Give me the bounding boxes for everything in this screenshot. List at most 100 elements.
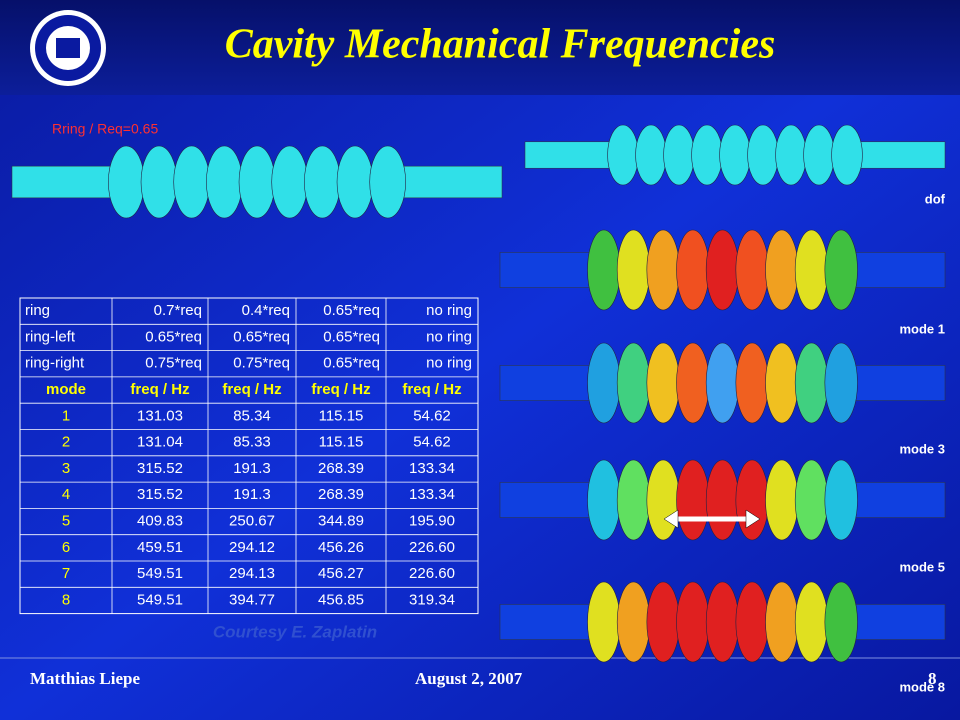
table-cell: 226.60 xyxy=(409,565,455,582)
table-cell: freq / Hz xyxy=(130,381,189,398)
mode-label: mode 8 xyxy=(899,679,945,694)
cell xyxy=(173,145,210,219)
table-cell: mode xyxy=(46,381,86,398)
credit: Courtesy E. Zaplatin xyxy=(213,622,377,641)
table-cell: 191.3 xyxy=(233,460,271,477)
cell xyxy=(747,124,779,186)
cell xyxy=(271,145,308,219)
cell xyxy=(824,459,858,541)
table-cell: 0.65*req xyxy=(323,302,380,319)
cell xyxy=(587,229,621,311)
table-cell: 294.13 xyxy=(229,565,275,582)
cell xyxy=(735,459,769,541)
mode-label: mode 5 xyxy=(899,559,945,574)
table-cell: 54.62 xyxy=(413,407,451,424)
table-cell: 315.52 xyxy=(137,460,183,477)
cell xyxy=(803,124,835,186)
cell xyxy=(238,145,276,219)
table-cell: 5 xyxy=(62,513,70,530)
annotation: Rring / Req=0.65 xyxy=(52,121,158,137)
table-cell: 315.52 xyxy=(137,486,183,503)
cell xyxy=(824,229,858,311)
cell xyxy=(824,342,858,424)
cell xyxy=(735,581,769,663)
table-cell: 459.51 xyxy=(137,539,183,556)
cell xyxy=(663,124,695,186)
table-cell: 133.34 xyxy=(409,460,455,477)
cavity-image xyxy=(499,342,946,424)
table-cell: freq / Hz xyxy=(222,381,281,398)
table-cell: 549.51 xyxy=(137,591,183,608)
table-cell: 4 xyxy=(62,486,70,503)
table-cell: 0.7*req xyxy=(154,302,202,319)
cavity-image xyxy=(499,229,946,311)
cell xyxy=(765,581,799,663)
table-cell: 226.60 xyxy=(409,539,455,556)
cell xyxy=(794,342,829,424)
footer-author: Matthias Liepe xyxy=(30,669,140,688)
table-cell: 344.89 xyxy=(318,513,364,530)
table-cell: ring xyxy=(25,302,50,319)
cell xyxy=(607,124,639,186)
cell xyxy=(719,124,751,186)
cell xyxy=(676,342,710,424)
cell xyxy=(735,229,769,311)
table-cell: 131.03 xyxy=(137,407,183,424)
table-cell: 394.77 xyxy=(229,591,275,608)
mode-label: dof xyxy=(925,191,946,206)
cell xyxy=(831,124,863,186)
arrowheads xyxy=(663,509,761,529)
table-cell: no ring xyxy=(426,302,472,319)
mode-label: mode 3 xyxy=(899,441,945,456)
table-cell: 319.34 xyxy=(409,591,455,608)
cavity-image xyxy=(499,581,946,663)
table-cell: 250.67 xyxy=(229,513,275,530)
cell xyxy=(616,581,651,663)
table-cell: 2 xyxy=(62,434,70,451)
cell xyxy=(108,145,145,219)
cell xyxy=(587,581,621,663)
cell xyxy=(616,342,651,424)
table-cell: 0.65*req xyxy=(323,355,380,372)
cell xyxy=(765,459,799,541)
cell xyxy=(587,459,621,541)
cell xyxy=(705,459,740,541)
footer-page: 8 xyxy=(928,669,937,688)
table-cell: 6 xyxy=(62,539,70,556)
table-cell: 115.15 xyxy=(319,434,364,451)
table-cell: 191.3 xyxy=(233,486,271,503)
table-cell: 0.75*req xyxy=(233,355,290,372)
cell xyxy=(646,581,680,663)
table-cell: ring-right xyxy=(25,355,85,372)
cell xyxy=(775,124,807,186)
cell xyxy=(635,124,667,186)
cell xyxy=(616,229,651,311)
cell xyxy=(765,342,799,424)
table-cell: freq / Hz xyxy=(311,381,370,398)
cell xyxy=(646,342,680,424)
footer-date: August 2, 2007 xyxy=(415,669,523,688)
table-cell: 0.65*req xyxy=(145,328,202,345)
cell xyxy=(794,229,829,311)
cell xyxy=(824,581,858,663)
table-cell: 0.65*req xyxy=(323,328,380,345)
cell xyxy=(705,581,740,663)
data-table: ring 0.7*req 0.4*req 0.65*req no ring ring-le… xyxy=(19,297,479,615)
cell xyxy=(676,581,710,663)
table-cell: 0.75*req xyxy=(145,355,202,372)
cell xyxy=(646,459,680,541)
cell xyxy=(140,145,178,219)
table-cell: 3 xyxy=(62,460,70,477)
cell xyxy=(336,145,374,219)
table-cell: 456.85 xyxy=(318,591,364,608)
cell xyxy=(206,145,243,219)
title: Cavity Mechanical Frequencies xyxy=(225,22,776,68)
table-cell: 8 xyxy=(62,591,70,608)
cell xyxy=(735,342,769,424)
table-cell: 549.51 xyxy=(137,565,183,582)
table-cell: 268.39 xyxy=(318,486,364,503)
cell xyxy=(646,229,680,311)
cell xyxy=(676,459,710,541)
